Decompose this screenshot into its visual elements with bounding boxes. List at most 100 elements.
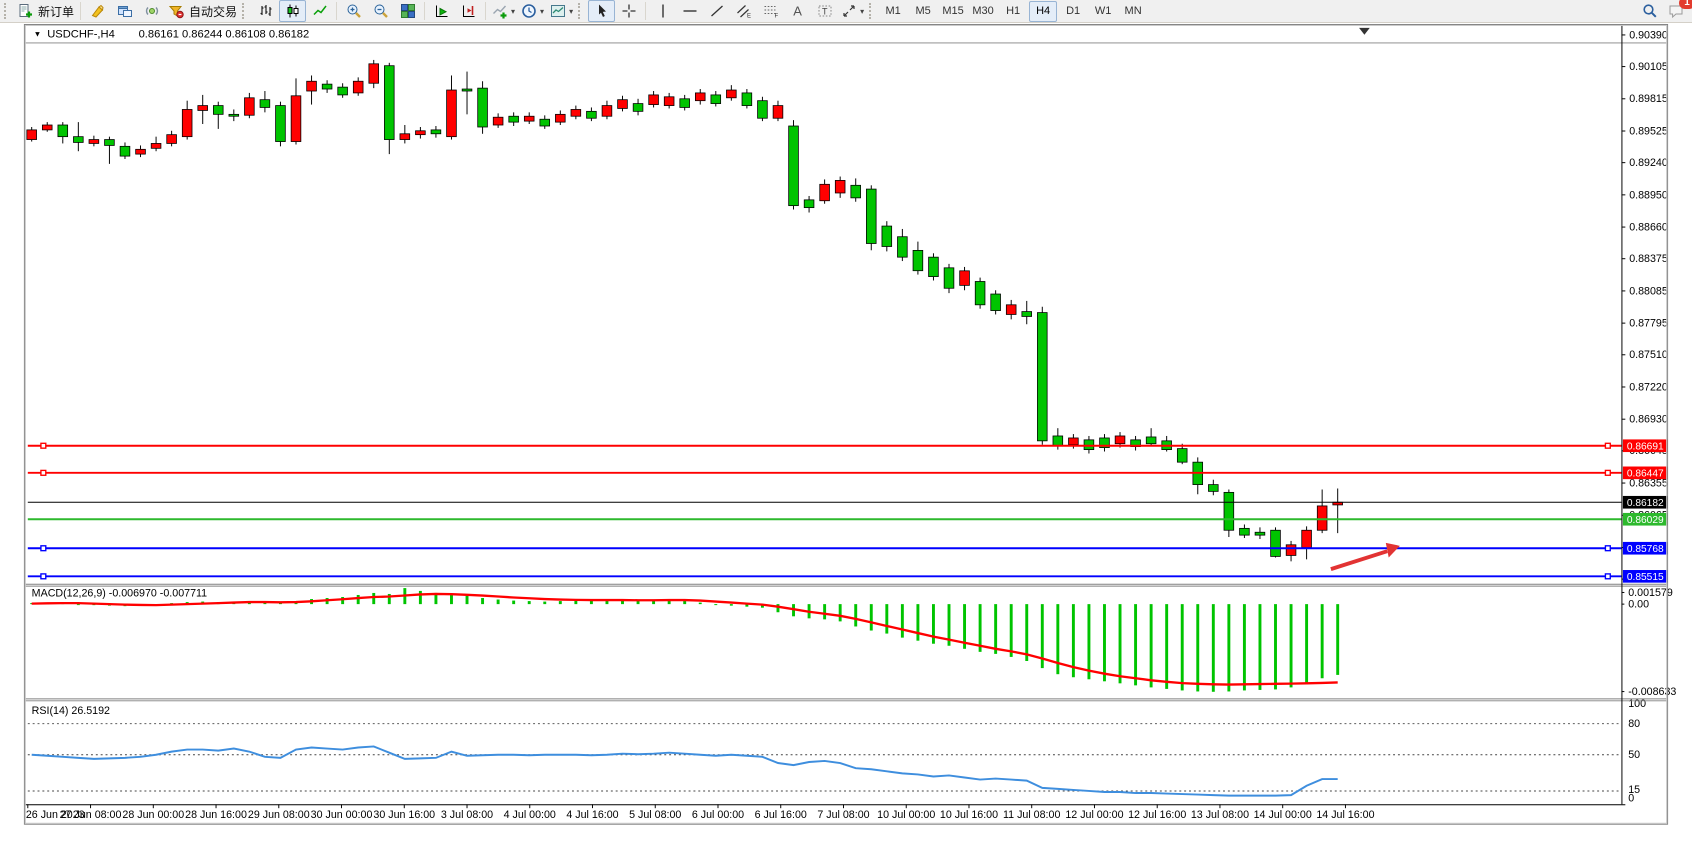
candle-body [508,115,519,123]
strategy-tester-icon [144,3,160,19]
crosshair-button[interactable] [615,0,642,22]
price-tick-label: 0.88660 [1629,221,1668,233]
candle-body [57,124,69,138]
price-line-0.85515[interactable]: 0.85515 [27,570,1668,583]
line-anchor-handle[interactable] [1604,469,1611,476]
zoom-out-button[interactable] [367,0,394,22]
notifications-button[interactable]: 1 [1663,0,1692,22]
zoom-in-button[interactable] [340,0,367,22]
line-anchor-handle[interactable] [40,469,47,476]
auto-scroll-icon [434,3,450,19]
line-anchor-handle[interactable] [40,545,47,552]
metaeditor-button[interactable] [84,0,111,22]
trend-arrow-object[interactable] [1330,542,1400,571]
candle-body [679,98,690,108]
collapse-triangle-icon[interactable]: ▼ [34,30,42,39]
channel-icon: E [736,3,752,19]
macd-histogram-bar [854,604,858,627]
timeframe-M30-button[interactable]: M30 [972,5,994,17]
candle-body [694,92,706,102]
price-line-label: 0.85515 [1627,572,1664,583]
new-order-button[interactable]: 新订单 [14,0,77,22]
candle-body [834,180,846,194]
chevron-down-icon: ▾ [540,6,545,16]
price-line-0.86029[interactable]: 0.86029 [27,512,1668,526]
candle-body [290,95,302,142]
timeframe-W1-button[interactable]: W1 [1094,5,1112,17]
tile-windows-button[interactable] [394,0,421,22]
bar-chart-button[interactable] [252,0,279,22]
macd-histogram-bar [667,599,671,605]
strategy-tester-button[interactable] [138,0,165,22]
main-toolbar: 新订单 自动交易 ▾ ▾ ▾ E F A T ▾ M1 M5 M15 M30 H1 H4 D… [0,0,1692,23]
line-anchor-handle[interactable] [1604,573,1611,580]
indicators-button[interactable]: ▾ [489,0,518,22]
toolbar-grip[interactable] [869,3,875,19]
chart-shift-button[interactable] [455,0,482,22]
line-anchor-handle[interactable] [1604,442,1611,449]
timeframe-MN-button[interactable]: MN [1124,5,1142,17]
search-icon [1642,3,1658,19]
macd-histogram-bar [714,604,718,606]
macd-histogram-bar [1056,604,1060,675]
channel-button[interactable]: E [730,0,757,22]
macd-histogram-bar [356,594,360,605]
label-button[interactable]: T [811,0,838,22]
chart-shift-icon [461,3,477,19]
candle-body [881,225,893,247]
timeframe-M5-button[interactable]: M5 [915,5,931,17]
price-line-0.86691[interactable]: 0.86691 [27,439,1668,452]
fibonacci-button[interactable]: F [757,0,784,22]
candle-body [430,129,442,135]
toolbar-grip[interactable] [4,3,10,19]
rsi-pane[interactable]: 100 80 50 150 [27,698,1646,805]
line-anchor-handle[interactable] [1604,545,1611,552]
price-tick-label: 0.86930 [1629,414,1668,426]
chart-background [23,24,1669,826]
toolbar-grip[interactable] [242,3,248,19]
arrows-button[interactable]: ▾ [838,0,867,22]
timeframe-H4-button[interactable]: H4 [1029,0,1058,22]
timeframe-M1-button[interactable]: M1 [885,5,901,17]
time-tick-label: 6 Jul 16:00 [755,809,807,821]
chart-shift-marker[interactable] [1359,27,1370,35]
line-anchor-handle[interactable] [40,442,47,449]
price-line-0.86447[interactable]: 0.86447 [27,466,1668,480]
timeframe-H1-button[interactable]: H1 [1006,5,1021,17]
macd-histogram-bar [1227,604,1231,692]
cursor-button[interactable] [588,0,616,22]
price-tick-label: 0.88375 [1629,253,1668,265]
ohlc-values: 0.86161 0.86244 0.86108 0.86182 [139,29,310,41]
macd-histogram-bar [76,604,80,606]
chart-window[interactable]: ▼ USDCHF-,H4 0.86161 0.86244 0.86108 0.8… [0,24,1692,849]
horizontal-line-button[interactable] [676,0,703,22]
trendline-button[interactable] [703,0,730,22]
window-border-inner [24,24,1668,824]
rsi-axis-label: 0 [1628,792,1634,804]
rsi-axis-label: 100 [1628,698,1646,710]
templates-button[interactable]: ▾ [547,0,576,22]
price-lines-layer[interactable]: 0.86691 0.86447 0.86182 0.86029 0.85768 0.855… [27,439,1668,583]
auto-scroll-button[interactable] [428,0,455,22]
candle-body [492,116,504,126]
line-chart-button[interactable] [306,0,333,22]
candle-body [1239,527,1250,536]
time-tick-label: 13 Jul 08:00 [1191,809,1249,821]
macd-histogram-bar [683,600,687,605]
price-line-label: 0.86447 [1627,469,1664,480]
candle-body [943,267,955,289]
timeframe-D1-button[interactable]: D1 [1066,5,1081,17]
periods-button[interactable]: ▾ [518,0,547,22]
autotrading-button[interactable]: 自动交易 [165,0,240,22]
price-line-0.85768[interactable]: 0.85768 [27,541,1668,555]
timeframe-M15-button[interactable]: M15 [942,5,964,17]
search-button[interactable] [1636,0,1663,22]
text-button[interactable]: A [784,0,811,22]
candlestick-chart-button[interactable] [279,0,307,22]
line-anchor-handle[interactable] [40,573,47,580]
vertical-line-button[interactable] [649,0,676,22]
terminal-button[interactable] [111,0,138,22]
price-line-0.86182[interactable]: 0.86182 [27,495,1668,509]
toolbar-grip[interactable] [578,3,584,19]
